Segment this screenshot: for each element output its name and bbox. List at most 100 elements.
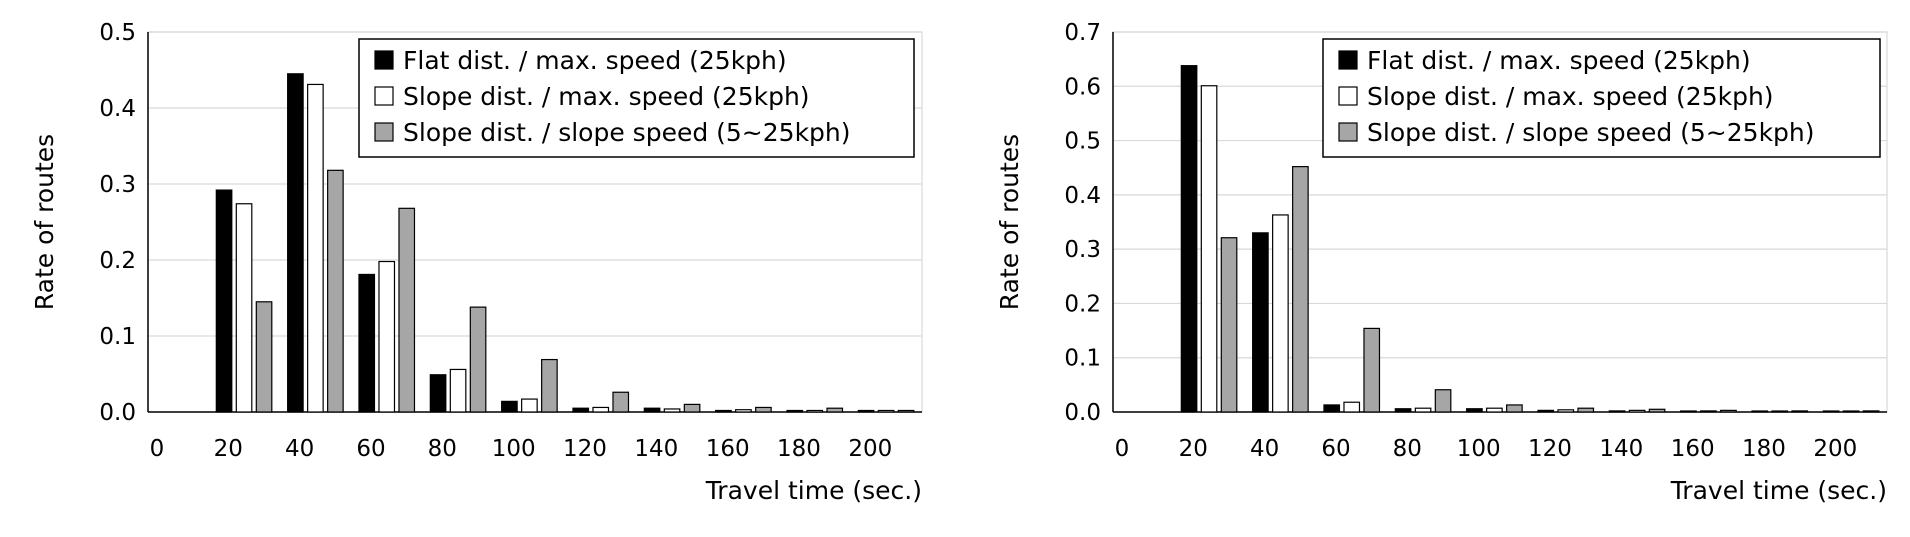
y-tick-label: 0.6 xyxy=(1064,74,1101,100)
bar-2-80 xyxy=(449,368,467,413)
bar-2-100 xyxy=(1486,407,1503,413)
y-tick-label: 0.1 xyxy=(1064,346,1101,372)
legend-swatch-2 xyxy=(374,86,394,106)
legend-box xyxy=(1322,38,1881,158)
bar-3-140 xyxy=(683,403,701,413)
bar-1-140 xyxy=(1608,410,1626,413)
bar-3-120 xyxy=(612,391,630,413)
legend-label-1: Flat dist. / max. speed (25kph) xyxy=(403,46,787,75)
x-tick-label: 80 xyxy=(1393,436,1422,462)
legend-swatch-2 xyxy=(1338,86,1358,106)
bar-2-180 xyxy=(806,409,824,413)
bar-1-100 xyxy=(1466,408,1483,413)
legend-swatch-3 xyxy=(374,122,394,142)
bar-2-120 xyxy=(592,406,610,413)
y-axis-label: Rate of routes xyxy=(995,134,1024,310)
legend-label-2: Slope dist. / max. speed (25kph) xyxy=(1367,82,1774,111)
legend-swatch-3 xyxy=(1338,122,1358,142)
x-tick-label: 60 xyxy=(1321,436,1350,462)
bar-1-200 xyxy=(1822,410,1840,413)
bar-3-200 xyxy=(897,409,915,413)
legend-swatch-1 xyxy=(1338,50,1358,70)
x-tick-label: 160 xyxy=(706,436,750,462)
bar-2-160 xyxy=(735,409,752,413)
y-axis-label: Rate of routes xyxy=(30,134,59,310)
bar-3-20 xyxy=(255,301,273,413)
y-tick-label: 0.1 xyxy=(99,324,136,350)
bar-2-200 xyxy=(1842,410,1860,413)
bar-2-120 xyxy=(1557,409,1575,413)
x-tick-label: 40 xyxy=(285,436,314,462)
x-tick-label: 200 xyxy=(848,436,892,462)
x-tick-label: 40 xyxy=(1250,436,1279,462)
bar-2-140 xyxy=(1628,409,1646,413)
bar-3-80 xyxy=(469,306,487,413)
bar-1-160 xyxy=(715,409,732,413)
x-axis-label: Travel time (sec.) xyxy=(705,476,922,505)
x-tick-label: 100 xyxy=(492,436,536,462)
legend-label-3: Slope dist. / slope speed (5~25kph) xyxy=(403,118,851,147)
bar-1-20 xyxy=(1180,65,1198,413)
legend-swatch-1 xyxy=(374,50,394,70)
x-tick-label: 100 xyxy=(1457,436,1501,462)
bar-3-200 xyxy=(1862,410,1880,413)
x-tick-label: 60 xyxy=(356,436,385,462)
legend-label-3: Slope dist. / slope speed (5~25kph) xyxy=(1367,118,1815,147)
bar-2-60 xyxy=(1343,401,1361,413)
x-tick-label: 80 xyxy=(428,436,457,462)
y-tick-label: 0.4 xyxy=(1064,183,1101,209)
x-tick-label: 20 xyxy=(214,436,243,462)
x-tick-label: 120 xyxy=(563,436,607,462)
bar-1-120 xyxy=(572,407,590,413)
bar-1-100 xyxy=(501,400,518,413)
y-tick-label: 0.7 xyxy=(1064,20,1101,46)
bar-1-140 xyxy=(643,407,661,413)
y-tick-label: 0.3 xyxy=(99,172,136,198)
y-tick-label: 0.2 xyxy=(1064,291,1101,317)
x-tick-label: 140 xyxy=(1599,436,1643,462)
bar-1-80 xyxy=(429,374,447,413)
legend-label-1: Flat dist. / max. speed (25kph) xyxy=(1367,46,1751,75)
chart-2: 0.0 0.1 0.2 0.3 0.4 0.5 0.6 0.7 0 20 40 60 80 100 120 1… xyxy=(995,20,1888,505)
bar-1-20 xyxy=(215,189,233,413)
bar-3-60 xyxy=(1363,327,1381,413)
bar-3-160 xyxy=(755,406,772,413)
bar-2-100 xyxy=(521,398,538,413)
bar-2-200 xyxy=(877,409,895,413)
bar-3-20 xyxy=(1220,237,1238,413)
x-tick-label: 0 xyxy=(1115,436,1130,462)
legend: Flat dist. / max. speed (25kph) Slope dis… xyxy=(358,38,915,158)
bar-3-40 xyxy=(1292,166,1309,413)
bar-2-20 xyxy=(235,203,253,413)
bar-2-160 xyxy=(1700,410,1717,413)
bar-3-80 xyxy=(1434,389,1452,413)
bar-2-40 xyxy=(307,83,324,413)
x-tick-label: 140 xyxy=(634,436,678,462)
y-tick-label: 0.4 xyxy=(99,96,136,122)
x-tick-label: 180 xyxy=(777,436,821,462)
bar-2-180 xyxy=(1771,410,1789,413)
bar-3-140 xyxy=(1648,408,1666,413)
bar-3-180 xyxy=(1791,410,1809,413)
bar-2-140 xyxy=(663,408,681,413)
bar-3-160 xyxy=(1720,409,1737,413)
bar-1-180 xyxy=(786,409,804,413)
y-tick-label: 0.3 xyxy=(1064,237,1101,263)
bar-1-60 xyxy=(358,273,376,413)
legend-box xyxy=(358,38,915,158)
x-tick-label: 160 xyxy=(1671,436,1715,462)
y-tick-label: 0.0 xyxy=(99,400,136,426)
bar-1-200 xyxy=(857,409,875,413)
bar-2-20 xyxy=(1200,85,1218,413)
bar-1-180 xyxy=(1751,410,1769,413)
bar-1-160 xyxy=(1680,410,1697,413)
bar-2-60 xyxy=(378,260,396,413)
x-tick-label: 20 xyxy=(1179,436,1208,462)
bar-3-60 xyxy=(398,207,416,413)
bar-1-120 xyxy=(1537,409,1555,413)
x-axis-label: Travel time (sec.) xyxy=(1670,476,1887,505)
bar-1-80 xyxy=(1394,408,1412,413)
bar-3-100 xyxy=(1506,404,1523,413)
y-tick-label: 0.5 xyxy=(99,20,136,46)
